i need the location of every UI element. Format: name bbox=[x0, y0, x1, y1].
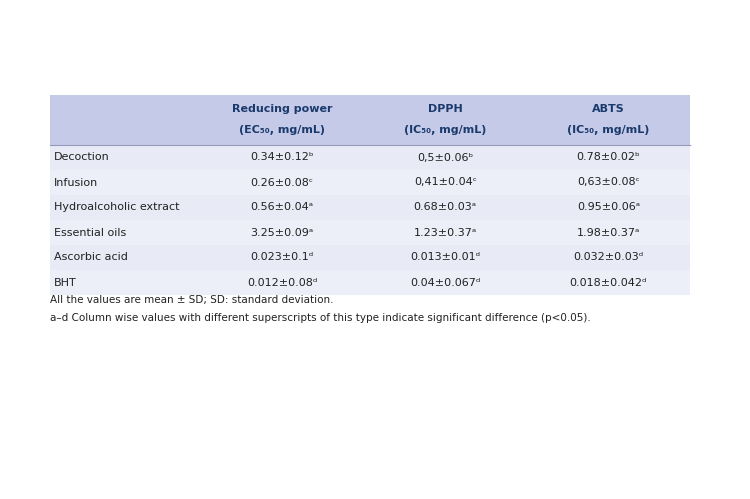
Text: Decoction: Decoction bbox=[54, 153, 110, 163]
Text: 0.26±0.08ᶜ: 0.26±0.08ᶜ bbox=[251, 178, 314, 188]
Text: 0.56±0.04ᵃ: 0.56±0.04ᵃ bbox=[251, 203, 314, 213]
Text: 0.78±0.02ᵇ: 0.78±0.02ᵇ bbox=[577, 153, 640, 163]
Bar bbox=[50, 170, 690, 195]
Text: 0.95±0.06ᵃ: 0.95±0.06ᵃ bbox=[577, 203, 640, 213]
Text: Ascorbic acid: Ascorbic acid bbox=[54, 252, 128, 262]
Text: Essential oils: Essential oils bbox=[54, 228, 126, 238]
Bar bbox=[50, 195, 690, 220]
Text: DPPH: DPPH bbox=[427, 104, 463, 114]
Bar bbox=[50, 145, 690, 170]
Text: ABTS: ABTS bbox=[592, 104, 625, 114]
Text: a–d Column wise values with different superscripts of this type indicate signifi: a–d Column wise values with different su… bbox=[50, 313, 591, 323]
Text: Infusion: Infusion bbox=[54, 178, 98, 188]
Text: 0,41±0.04ᶜ: 0,41±0.04ᶜ bbox=[414, 178, 477, 188]
Text: 0,5±0.06ᵇ: 0,5±0.06ᵇ bbox=[417, 153, 473, 163]
Text: (IC₅₀, mg/mL): (IC₅₀, mg/mL) bbox=[404, 125, 487, 135]
Bar bbox=[50, 220, 690, 245]
Text: BHT: BHT bbox=[54, 277, 76, 287]
Text: 0,63±0.08ᶜ: 0,63±0.08ᶜ bbox=[577, 178, 640, 188]
Text: Hydroalcoholic extract: Hydroalcoholic extract bbox=[54, 203, 179, 213]
Text: 0.68±0.03ᵃ: 0.68±0.03ᵃ bbox=[414, 203, 477, 213]
Bar bbox=[50, 245, 690, 270]
Text: 0.023±0.1ᵈ: 0.023±0.1ᵈ bbox=[251, 252, 314, 262]
Text: 0.012±0.08ᵈ: 0.012±0.08ᵈ bbox=[247, 277, 317, 287]
Text: 0.032±0.03ᵈ: 0.032±0.03ᵈ bbox=[573, 252, 644, 262]
Text: 0.013±0.01ᵈ: 0.013±0.01ᵈ bbox=[410, 252, 480, 262]
Text: Reducing power: Reducing power bbox=[232, 104, 332, 114]
Text: (IC₅₀, mg/mL): (IC₅₀, mg/mL) bbox=[567, 125, 650, 135]
Text: 1.23±0.37ᵃ: 1.23±0.37ᵃ bbox=[413, 228, 477, 238]
Text: 3.25±0.09ᵃ: 3.25±0.09ᵃ bbox=[251, 228, 314, 238]
Text: 0.018±0.042ᵈ: 0.018±0.042ᵈ bbox=[570, 277, 647, 287]
Text: 1.98±0.37ᵃ: 1.98±0.37ᵃ bbox=[577, 228, 640, 238]
Text: 0.34±0.12ᵇ: 0.34±0.12ᵇ bbox=[251, 153, 314, 163]
Text: 0.04±0.067ᵈ: 0.04±0.067ᵈ bbox=[410, 277, 481, 287]
Text: All the values are mean ± SD; SD: standard deviation.: All the values are mean ± SD; SD: standa… bbox=[50, 295, 334, 305]
Bar bbox=[50, 270, 690, 295]
Text: (EC₅₀, mg/mL): (EC₅₀, mg/mL) bbox=[239, 125, 325, 135]
